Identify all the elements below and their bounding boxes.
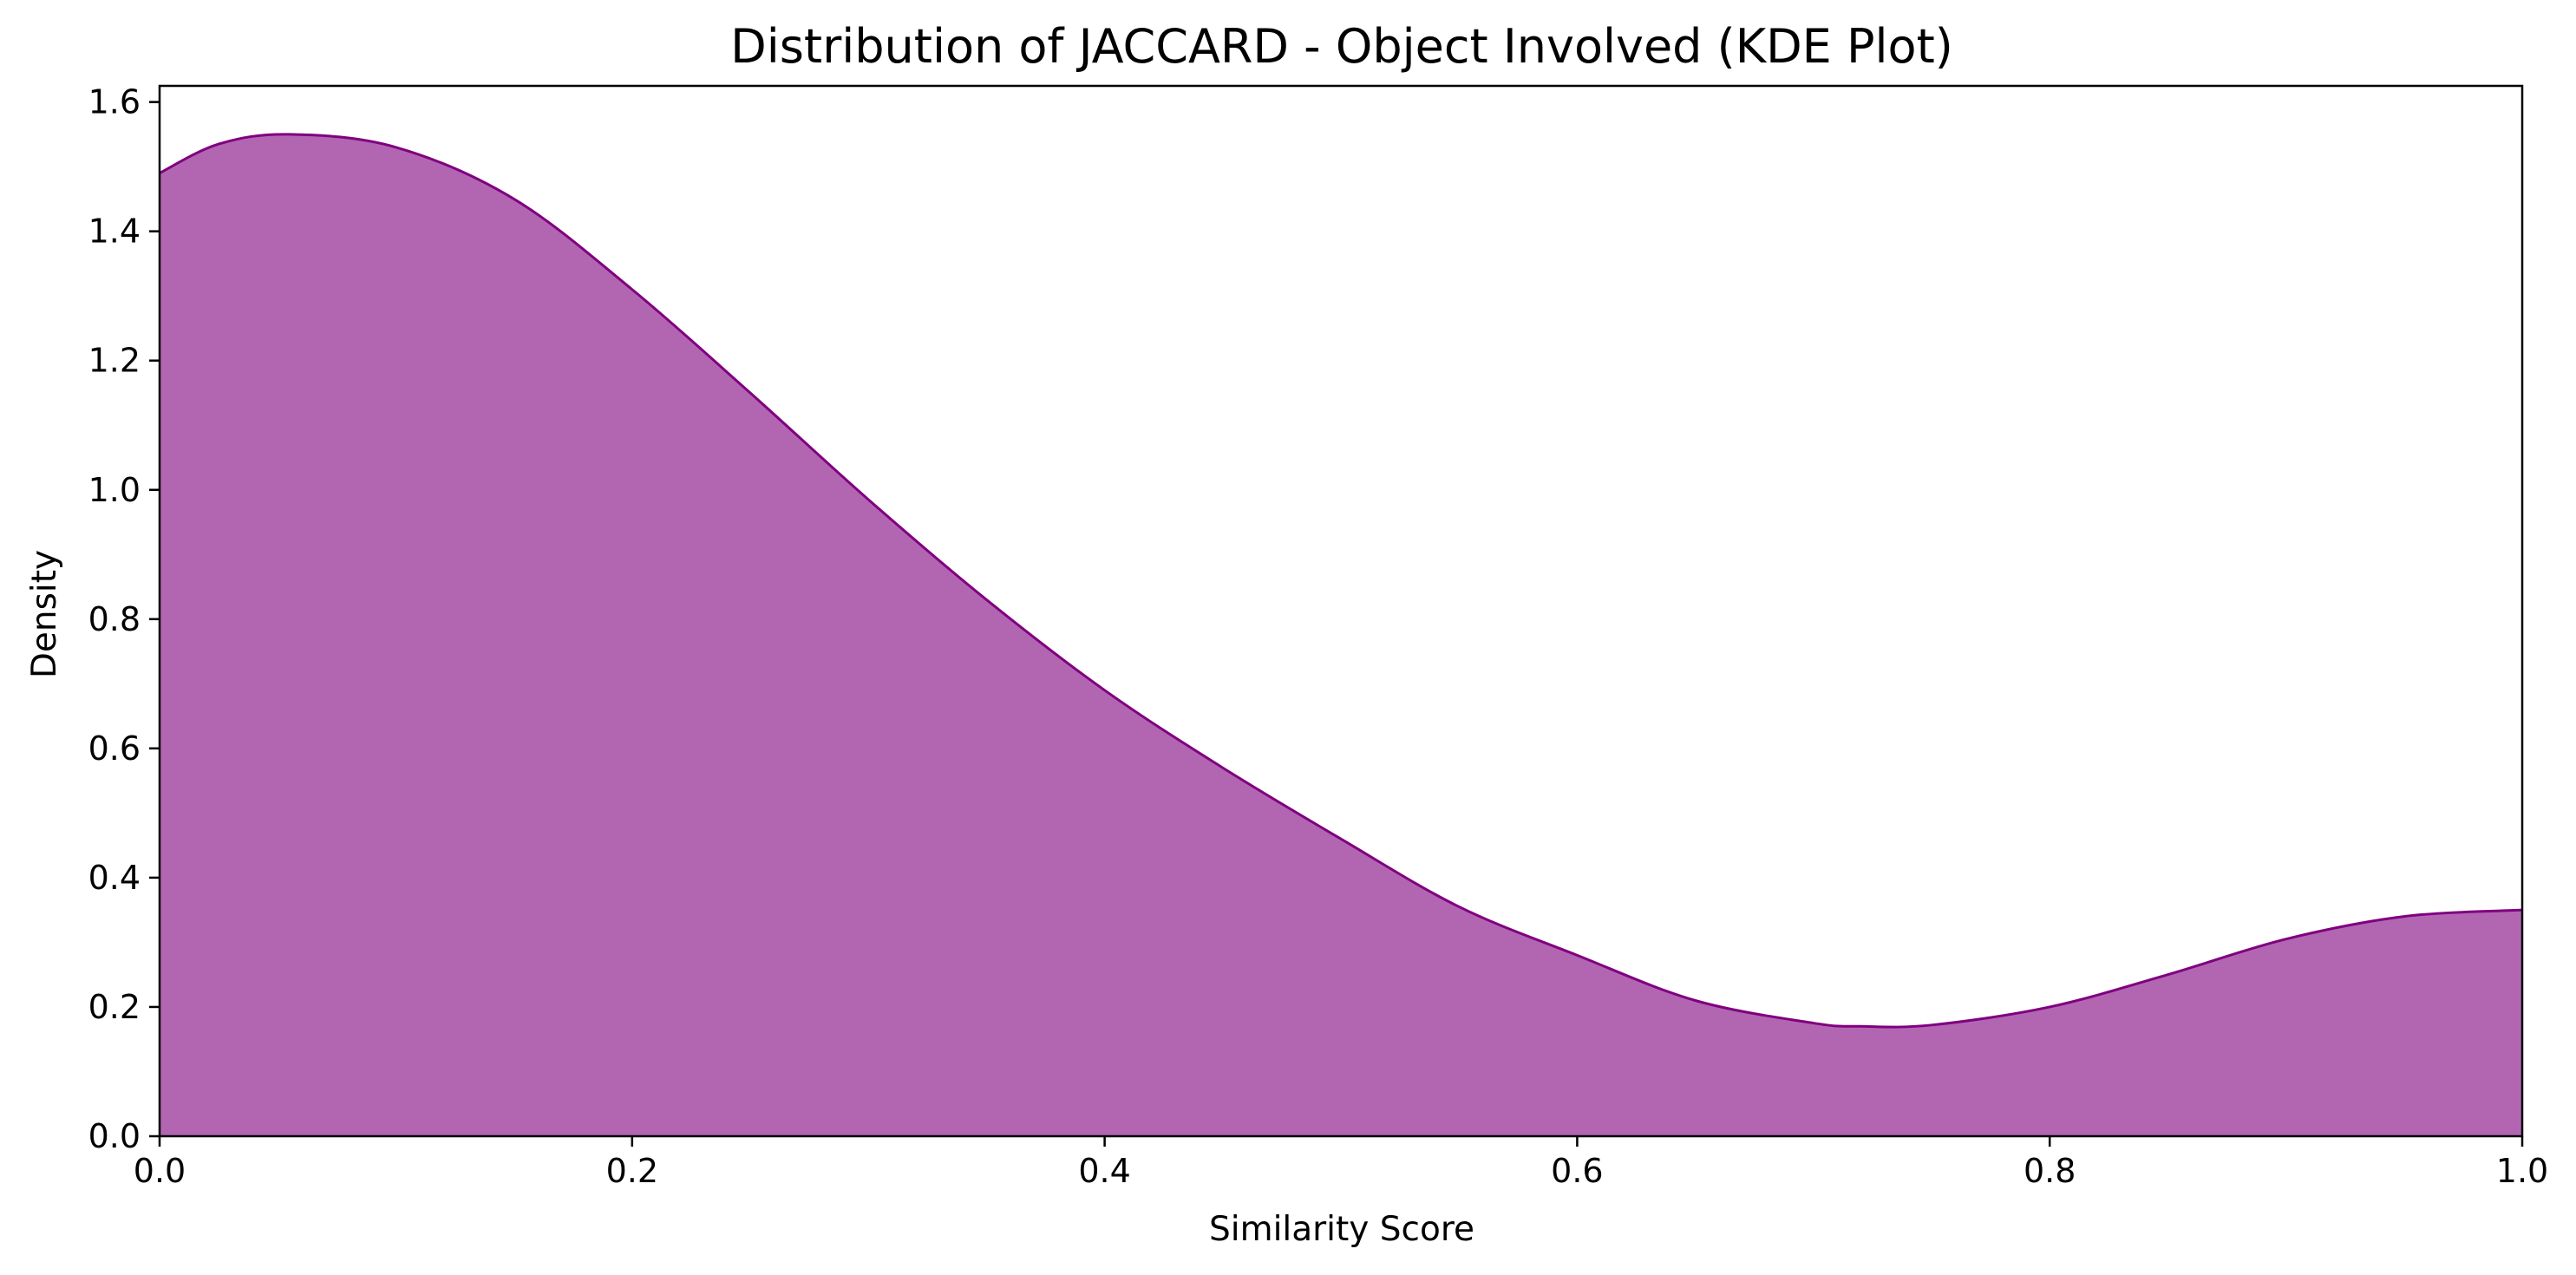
y-tick-label: 0.8: [88, 600, 141, 638]
x-axis-label: Similarity Score: [1209, 1210, 1474, 1249]
y-tick-label: 1.0: [88, 471, 141, 509]
y-tick-label: 0.2: [88, 988, 141, 1026]
kde-line: [159, 133, 2523, 1029]
y-axis-label: Density: [25, 550, 64, 678]
y-axis-ticks: 0.0 0.2 0.4 0.6 0.8 1.0 1.2 1.4 1.6: [88, 83, 160, 1155]
plot-area: [159, 133, 2523, 1136]
x-tick-label: 0.6: [1551, 1152, 1603, 1190]
y-tick-label: 0.4: [88, 859, 141, 897]
kde-area: [160, 134, 2522, 1136]
x-axis-ticks: 0.0 0.2 0.4 0.6 0.8 1.0: [134, 1136, 2548, 1190]
x-tick-label: 0.2: [606, 1152, 658, 1190]
y-tick-label: 1.6: [88, 83, 141, 121]
y-tick-label: 0.0: [88, 1117, 141, 1155]
chart-title: Distribution of JACCARD - Object Involve…: [730, 19, 1953, 74]
plot-frame: [158, 84, 2524, 1138]
x-tick-label: 0.8: [2024, 1152, 2076, 1190]
x-tick-label: 1.0: [2496, 1152, 2548, 1190]
x-tick-label: 0.0: [134, 1152, 186, 1190]
y-tick-label: 0.6: [88, 729, 141, 768]
y-tick-label: 1.4: [88, 212, 141, 251]
x-tick-label: 0.4: [1078, 1152, 1130, 1190]
y-tick-label: 1.2: [88, 342, 141, 380]
